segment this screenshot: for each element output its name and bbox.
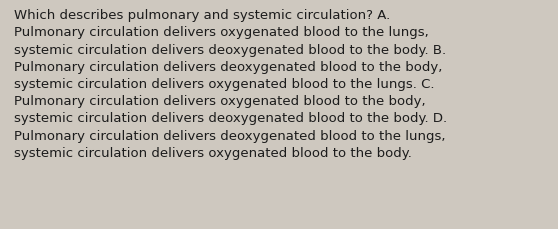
Text: Which describes pulmonary and systemic circulation? A.
Pulmonary circulation del: Which describes pulmonary and systemic c…	[14, 9, 447, 159]
